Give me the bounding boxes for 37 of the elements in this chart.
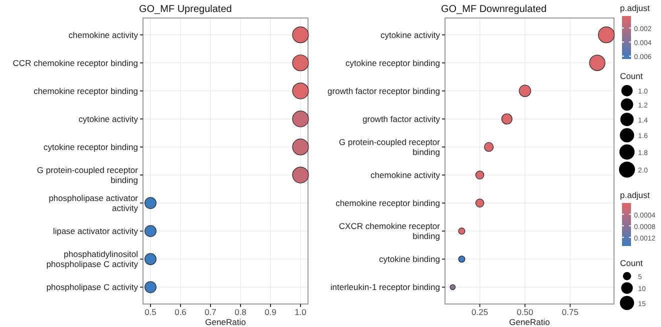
y-tick-label: CCR chemokine receptor binding [12,58,138,68]
y-tick-label: growth factor activity [362,114,441,124]
x-tick-label: 0.5 [144,307,157,317]
y-tick-label: G protein-coupled receptor binding [338,136,440,157]
x-tick-label: 1.0 [294,307,307,317]
y-tick-label: phosphatidylinositol phospholipase C activity [46,249,139,270]
x-axis-title: GeneRatio [205,317,246,327]
y-tick-label: chemokine activity [370,170,441,180]
legend-title: Count [620,258,644,268]
y-tick-label: cytokine receptor binding [43,142,138,152]
x-axis-title: GeneRatio [509,317,550,327]
y-tick-label: cytokine activity [78,114,139,124]
y-tick-label: cytokine activity [380,30,441,40]
x-tick-label: 0.9 [264,307,277,317]
y-tick-label: chemokine receptor binding [34,86,138,96]
x-tick-label: 0.8 [234,307,247,317]
legend-title: Count [620,71,644,81]
color-bar-title: p.adjust [620,3,650,13]
color-bar-title: p.adjust [620,190,650,200]
y-tick-label: growth factor receptor binding [328,86,440,96]
y-tick-label: G protein-coupled receptor binding [36,165,138,186]
y-tick-label: phospholipase activator activity [48,193,139,214]
y-tick-label: interleukin-1 receptor binding [330,282,440,292]
y-tick-label: CXCR chemokine receptor binding [338,221,440,242]
y-tick-label: lipase activator activity [52,226,139,236]
y-tick-label: phospholipase C activity [46,282,139,292]
chart-title: GO_MF Downregulated [441,4,547,15]
x-tick-label: 0.75 [562,307,579,317]
y-tick-label: chemokine activity [68,30,139,40]
y-tick-label: chemokine receptor binding [336,198,440,208]
x-tick-label: 0.7 [204,307,217,317]
y-tick-label: cytokine receptor binding [345,58,440,68]
y-tick-label: cytokine binding [379,254,440,264]
x-tick-label: 0.6 [174,307,187,317]
chart-title: GO_MF Upregulated [139,4,232,15]
x-tick-label: 0.50 [516,307,534,317]
x-tick-label: 0.25 [472,307,488,317]
